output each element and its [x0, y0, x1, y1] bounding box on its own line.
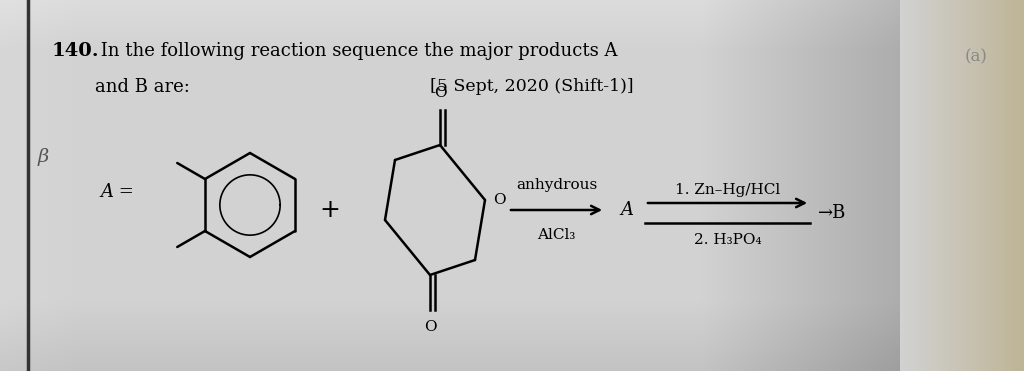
Text: 140.: 140.	[52, 42, 99, 60]
Text: and B are:: and B are:	[95, 78, 189, 96]
Text: β: β	[38, 148, 49, 166]
Text: [5 Sept, 2020 (Shift-1)]: [5 Sept, 2020 (Shift-1)]	[430, 78, 634, 95]
Text: A =: A =	[100, 183, 134, 201]
Text: 1. Zn–Hg/HCl: 1. Zn–Hg/HCl	[675, 183, 780, 197]
Text: O: O	[434, 86, 446, 100]
Text: +: +	[319, 198, 340, 222]
Text: O: O	[424, 320, 436, 334]
Text: 2. H₃PO₄: 2. H₃PO₄	[693, 233, 761, 247]
Text: →B: →B	[818, 204, 847, 222]
Text: (a): (a)	[965, 48, 988, 65]
Text: anhydrous: anhydrous	[516, 178, 597, 192]
Text: O: O	[493, 193, 506, 207]
Text: A: A	[620, 201, 633, 219]
Text: In the following reaction sequence the major products A: In the following reaction sequence the m…	[95, 42, 617, 60]
Text: AlCl₃: AlCl₃	[538, 228, 575, 242]
